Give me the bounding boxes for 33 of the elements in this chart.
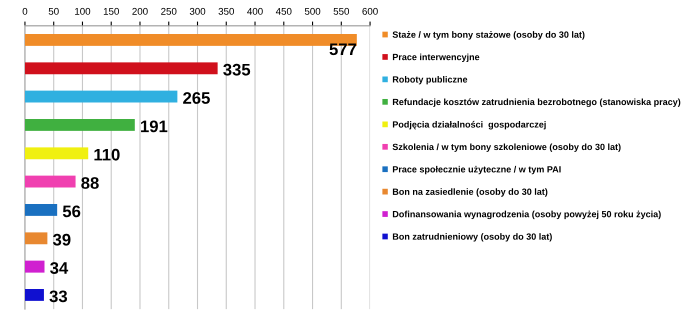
data-label: 56 (62, 205, 80, 218)
x-tick-label: 150 (104, 8, 119, 15)
legend-label: Staże / w tym bony stażowe (osoby do 30 lat) (392, 31, 584, 40)
x-tick-label: 300 (190, 8, 206, 15)
x-tick-label: 0 (22, 8, 28, 15)
legend-label: Prace społecznie użyteczne / w tym PAI (392, 166, 561, 174)
x-tick-label: 500 (304, 8, 320, 15)
data-label: 88 (81, 177, 99, 189)
x-tick-label: 450 (276, 8, 292, 15)
legend-label: Dofinansowania wynagrodzenia (osoby powyżej 50 roku życia) (392, 210, 661, 220)
data-label: 34 (50, 262, 68, 274)
data-label: 191 (141, 120, 168, 132)
x-tick-label: 600 (362, 8, 378, 15)
legend-label: Bon zatrudnieniowy (osoby do 30 lat) (392, 233, 552, 242)
legend-label: Roboty publiczne (392, 76, 468, 84)
data-label: 577 (330, 44, 356, 56)
data-label: 110 (94, 148, 120, 161)
data-label: 39 (52, 234, 70, 246)
data-label: 265 (183, 92, 210, 104)
data-label: 335 (223, 64, 250, 76)
data-label: 33 (49, 290, 68, 302)
x-tick-label: 200 (132, 8, 148, 15)
x-tick-label: 400 (247, 8, 263, 15)
legend-label: Szkolenia / w tym bony szkoleniowe (osoby do 30 lat) (392, 143, 621, 152)
x-tick-label: 350 (218, 8, 234, 15)
legend-label: Podjęcia działalności gospodarczej (392, 120, 546, 130)
x-tick-label: 250 (161, 8, 176, 15)
legend-label: Refundacje kosztów zatrudnienia bezrobotnego (stanowiska pracy) (392, 98, 680, 107)
legend-label: Bon na zasiedlenie (osoby do 30 lat) (392, 188, 548, 197)
x-tick-label: 50 (48, 8, 59, 15)
legend-label: Prace interwencyjne (392, 54, 480, 62)
x-tick-label: 100 (75, 8, 90, 15)
x-tick-label: 550 (334, 8, 350, 15)
